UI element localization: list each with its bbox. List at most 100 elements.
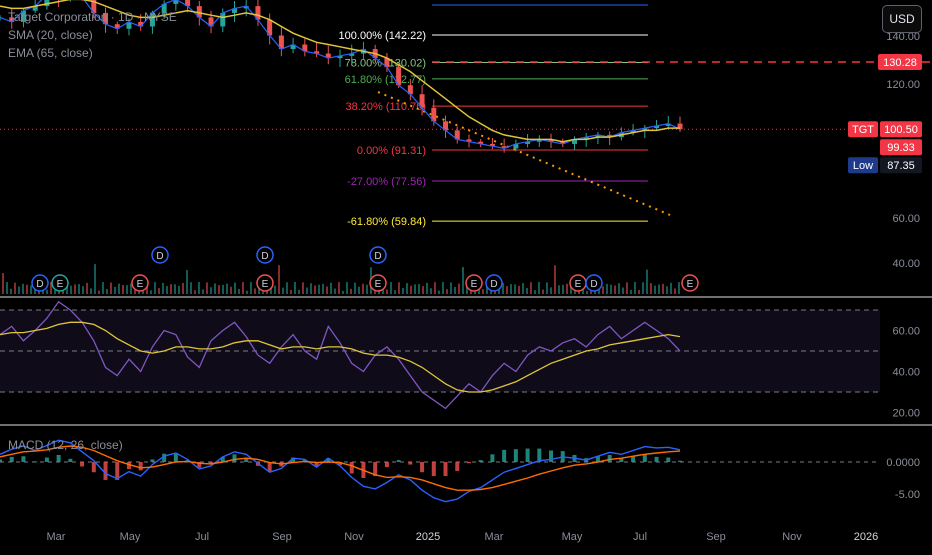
macd-histogram-bar: [162, 453, 167, 462]
volume-bar: [670, 282, 672, 294]
volume-bar: [666, 286, 668, 294]
fib-level-label: -61.80% (59.84): [347, 216, 426, 228]
macd-histogram-bar: [103, 462, 108, 480]
volume-bar: [166, 286, 168, 294]
candle-body: [243, 6, 249, 9]
y-axis-tick: 40.00: [892, 258, 920, 270]
volume-bar: [278, 265, 280, 294]
volume-bar: [618, 283, 620, 294]
sma-series-line: [0, 0, 680, 143]
macd-histogram-bar: [267, 462, 272, 472]
volume-bar: [422, 286, 424, 294]
macd-histogram-bar: [537, 448, 542, 462]
rsi-axis-tick: 60.00: [892, 326, 920, 338]
macd-histogram-bar: [80, 462, 85, 467]
candle-body: [677, 123, 683, 130]
volume-bar: [366, 284, 368, 294]
volume-bar: [630, 289, 632, 294]
macd-histogram-bar: [21, 456, 26, 462]
volume-bar: [434, 282, 436, 294]
volume-bar: [458, 283, 460, 294]
x-axis-tick: Jul: [195, 531, 209, 543]
macd-axis-tick: -5.00: [895, 489, 920, 501]
event-badge-letter: D: [374, 251, 381, 262]
volume-bar: [94, 264, 96, 294]
volume-bar: [490, 290, 492, 294]
volume-bar: [426, 282, 428, 294]
volume-bar: [218, 285, 220, 294]
candle-body: [396, 67, 402, 86]
candle-body: [642, 128, 648, 131]
candle-body: [267, 19, 273, 36]
macd-histogram-bar: [349, 462, 354, 474]
event-badge-earnings: [256, 274, 274, 292]
volume-bar: [310, 283, 312, 294]
volume-bar: [290, 289, 292, 294]
volume-bar: [22, 283, 24, 294]
volume-bar: [70, 285, 72, 294]
volume-bar: [282, 287, 284, 294]
volume-bar: [410, 285, 412, 294]
volume-bar: [174, 284, 176, 294]
event-badge-letter: E: [57, 279, 64, 290]
macd-histogram-bar: [338, 462, 342, 466]
macd-histogram-bar: [408, 462, 413, 465]
event-badge-letter: D: [156, 251, 163, 262]
macd-histogram-bar: [232, 454, 237, 462]
macd-histogram-bar: [91, 462, 96, 473]
macd-histogram-bar: [455, 462, 460, 471]
candle-body: [173, 0, 179, 4]
volume-bar: [226, 283, 228, 294]
volume-bar: [318, 284, 320, 294]
candle-body: [478, 141, 484, 144]
volume-bar: [550, 287, 552, 294]
volume-bar: [222, 284, 224, 294]
volume-bar: [394, 290, 396, 294]
volume-bar: [250, 282, 252, 294]
candle-body: [126, 21, 132, 29]
candle-body: [220, 12, 226, 27]
volume-bar: [98, 290, 100, 294]
volume-bar: [334, 288, 336, 294]
volume-bar: [602, 286, 604, 294]
macd-histogram-bar: [126, 462, 131, 470]
volume-bar: [322, 283, 324, 294]
current-price-tag: 100.50: [884, 124, 918, 136]
volume-bar: [74, 284, 76, 294]
volume-bar: [638, 289, 640, 294]
currency-button[interactable]: USD: [882, 5, 922, 33]
legend-ma-2[interactable]: EMA (65, close): [8, 46, 93, 60]
volume-bar: [178, 285, 180, 294]
low-label-tag: Low: [853, 160, 873, 172]
marker-price-tag-bg: [880, 139, 922, 156]
volume-bar: [414, 284, 416, 294]
volume-bar: [102, 282, 104, 294]
macd-histogram-bar: [244, 458, 249, 462]
volume-bar: [242, 282, 244, 294]
x-axis-tick: Sep: [706, 531, 726, 543]
event-badge-letter: E: [471, 279, 478, 290]
volume-bar: [154, 282, 156, 294]
macd-histogram-bar: [431, 462, 436, 477]
macd-histogram-bar: [549, 450, 554, 462]
volume-bar: [10, 288, 12, 294]
legend-ma-1[interactable]: SMA (20, close): [8, 28, 93, 42]
candle-body: [431, 107, 437, 122]
candle-body: [208, 17, 214, 27]
event-badge-dividend: [256, 246, 274, 264]
low-label-tag-bg: [848, 157, 878, 174]
candle-body: [525, 141, 531, 144]
macd-signal-line: [0, 445, 681, 491]
volume-bar: [90, 288, 92, 294]
volume-bar: [430, 288, 432, 294]
volume-bar: [522, 283, 524, 294]
candle-body: [138, 21, 144, 27]
macd-histogram-bar: [678, 460, 682, 462]
volume-bar: [514, 284, 516, 294]
legend-title[interactable]: Target Corporation · 1D · NYSE: [8, 10, 177, 24]
x-axis-tick: May: [120, 531, 141, 543]
volume-bar: [170, 284, 172, 294]
legend-macd[interactable]: MACD (12, 26, close): [8, 438, 123, 452]
